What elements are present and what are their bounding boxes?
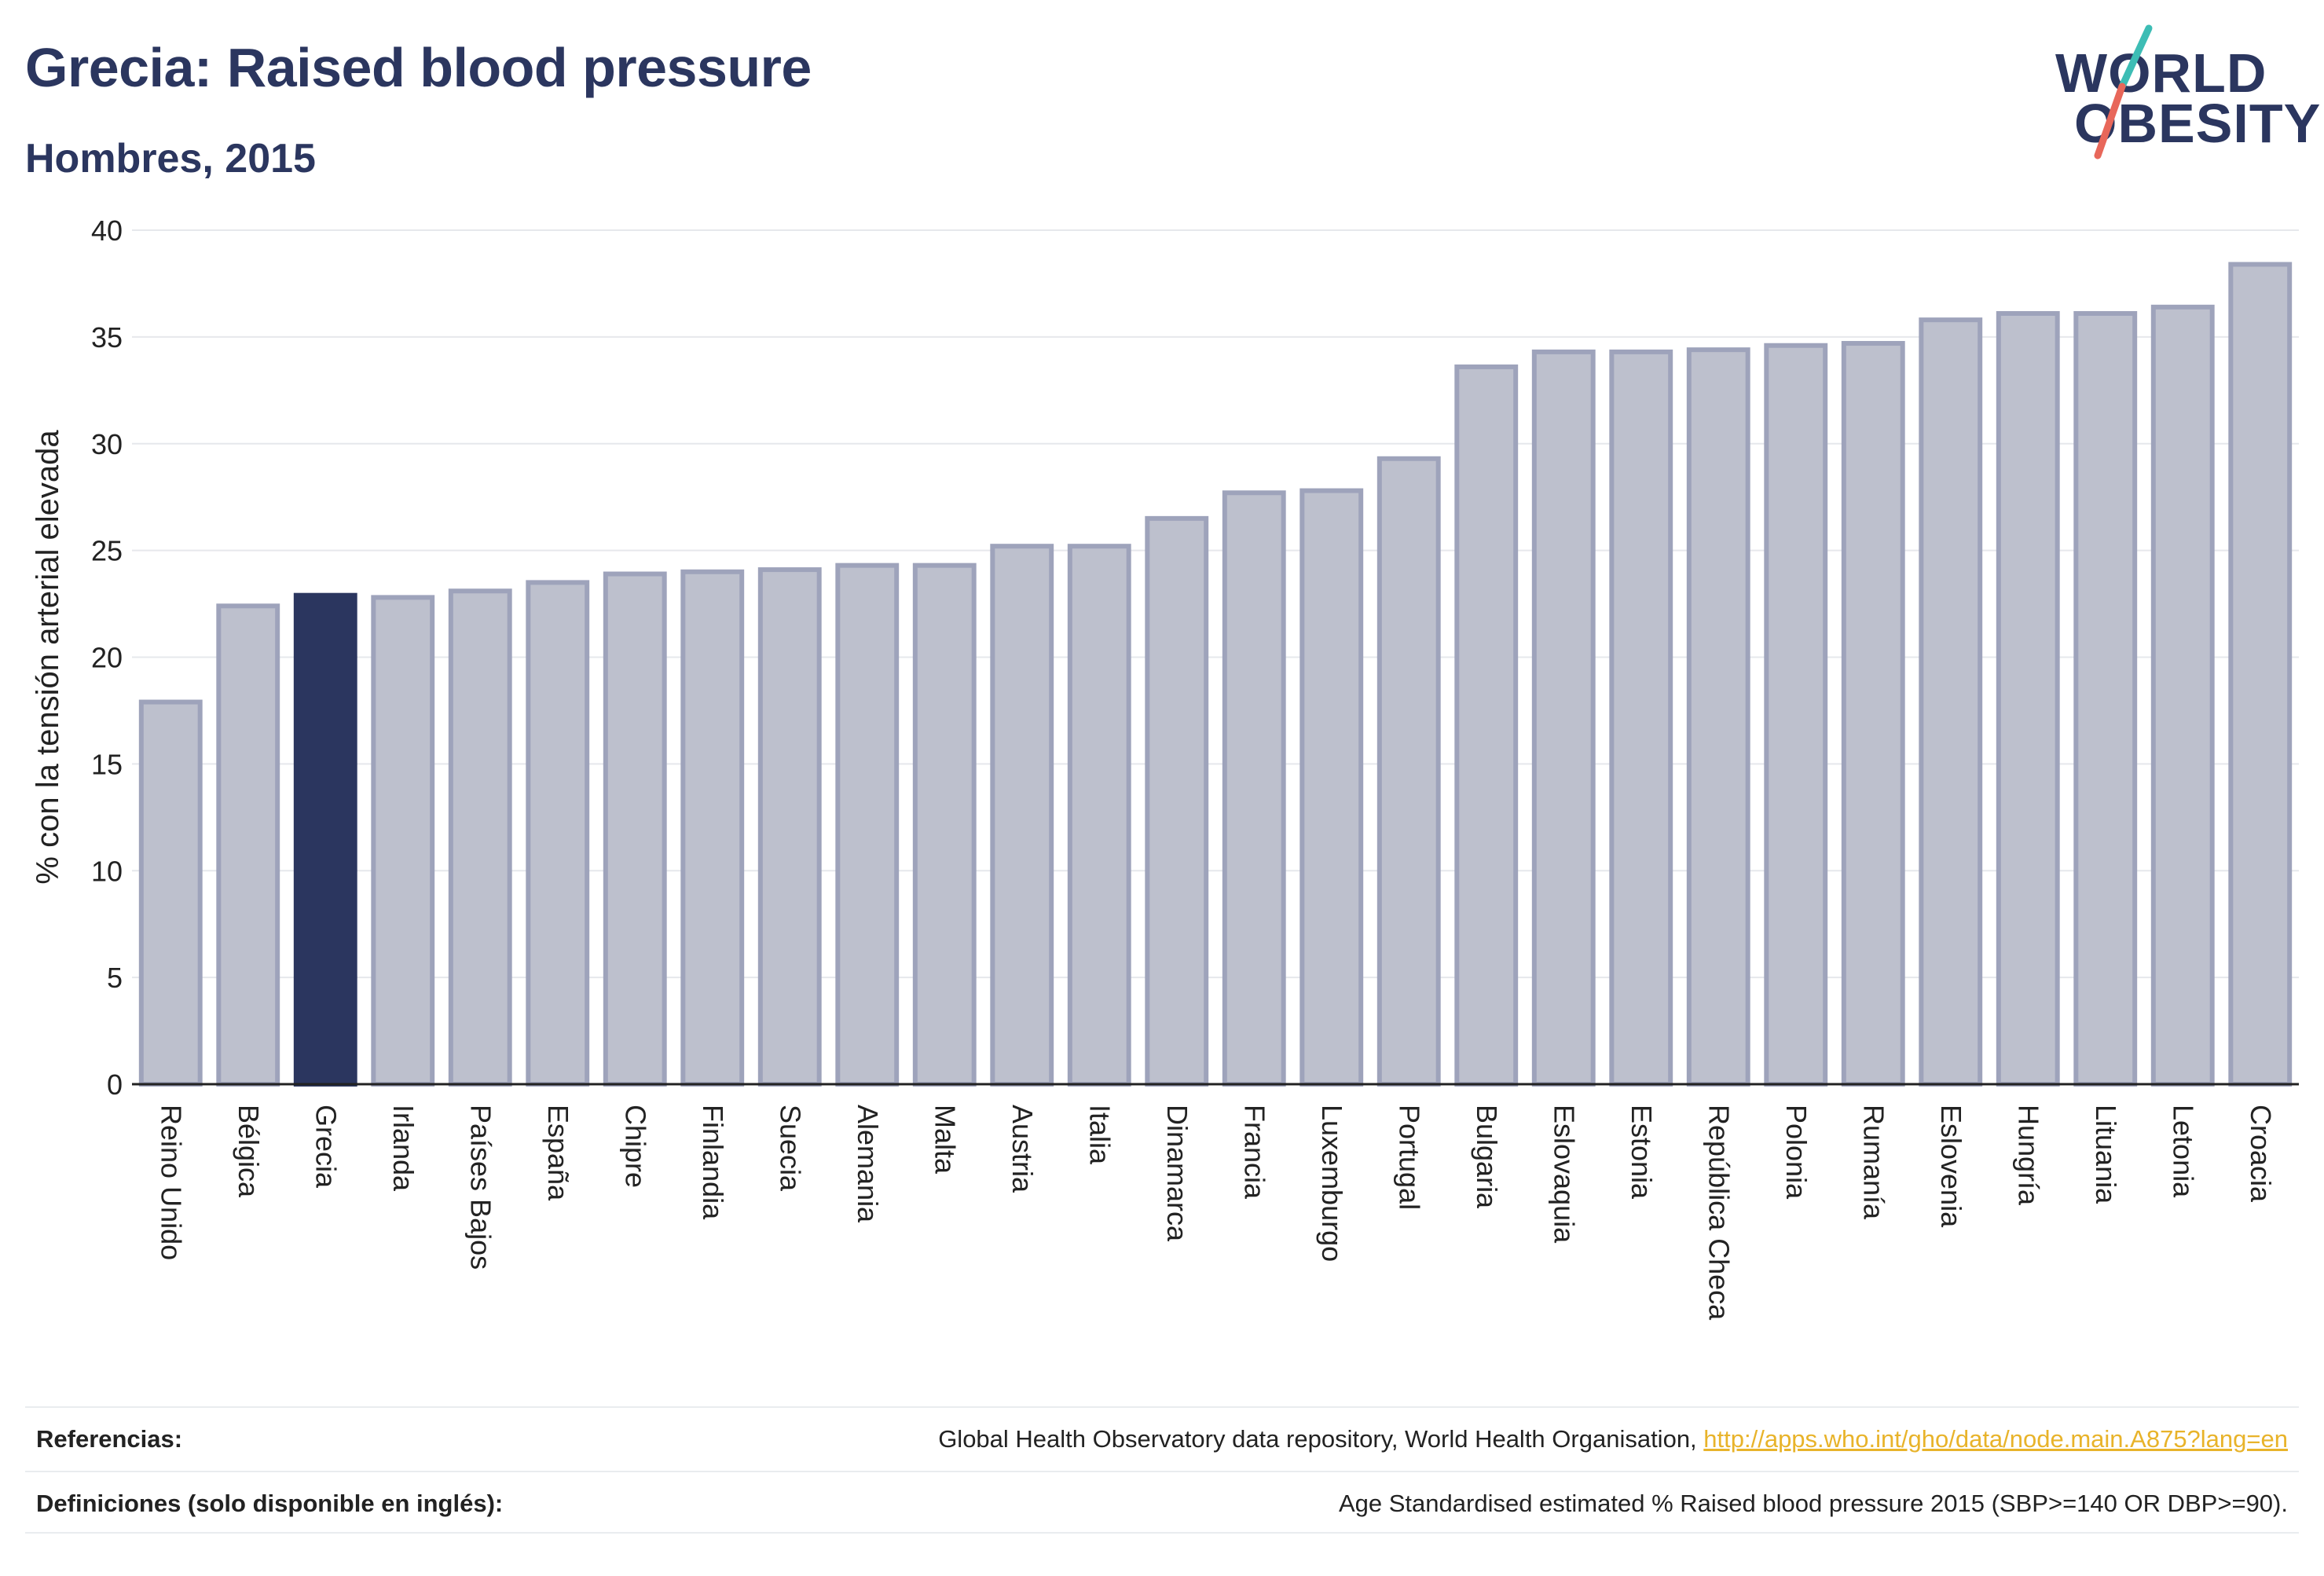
bar-polonia[interactable] — [1764, 343, 1828, 1087]
x-tick-label: Bulgaria — [1471, 1105, 1503, 1209]
y-tick-label: 35 — [91, 321, 123, 354]
bar-francia[interactable] — [1222, 490, 1286, 1087]
footer-divider — [25, 1532, 2299, 1534]
references-link[interactable]: http://apps.who.int/gho/data/node.main.A… — [1703, 1425, 2288, 1453]
bar-bélgica[interactable] — [216, 603, 280, 1087]
bar-alemania[interactable] — [835, 563, 900, 1087]
bar-finlandia[interactable] — [680, 569, 745, 1087]
x-tick-label: Finlandia — [697, 1105, 729, 1220]
chart-subtitle: Hombres, 2015 — [25, 136, 316, 181]
definitions-row: Definiciones (solo disponible en inglés)… — [25, 1471, 2299, 1535]
y-tick-label: 5 — [107, 962, 123, 994]
bar-luxemburgo[interactable] — [1299, 488, 1364, 1087]
x-tick-label: Eslovaquia — [1548, 1105, 1580, 1244]
bar-españa[interactable] — [526, 580, 590, 1087]
bar-rumanía[interactable] — [1841, 341, 1905, 1087]
x-tick-label: Luxemburgo — [1316, 1105, 1348, 1262]
bar-grecia[interactable] — [293, 592, 357, 1087]
x-tick-label: Austria — [1006, 1105, 1039, 1193]
bar-irlanda[interactable] — [371, 595, 435, 1087]
x-tick-label: Bélgica — [233, 1105, 265, 1198]
bar-austria[interactable] — [990, 544, 1054, 1087]
x-tick-label: Dinamarca — [1161, 1105, 1193, 1242]
y-tick-label: 0 — [107, 1068, 123, 1101]
bar-chart: 0 5 10 15 20 25 30 35 40 Reino Unido Bélgica Greci… — [31, 214, 2299, 1321]
bar-italia[interactable] — [1067, 544, 1131, 1087]
x-tick-label: Alemania — [852, 1105, 884, 1223]
bar-estonia[interactable] — [1609, 349, 1673, 1087]
references-row: Referencias: Global Health Observatory d… — [25, 1406, 2299, 1471]
y-tick-label: 25 — [91, 535, 123, 567]
x-tick-label: Suecia — [774, 1105, 806, 1192]
bar-letonia[interactable] — [2150, 304, 2215, 1087]
y-tick-label: 20 — [91, 642, 123, 674]
y-axis-label: % con la tensión arterial elevada — [31, 430, 65, 885]
y-tick-labels: 0 5 10 15 20 25 30 35 40 — [91, 214, 123, 1101]
references-value: Global Health Observatory data repositor… — [938, 1425, 2299, 1453]
x-tick-label: Chipre — [619, 1105, 651, 1188]
references-label: Referencias: — [36, 1425, 183, 1453]
x-tick-label: Grecia — [310, 1105, 342, 1189]
bar-croacia[interactable] — [2228, 262, 2293, 1087]
bar-portugal[interactable] — [1376, 456, 1441, 1087]
x-tick-label: Lituania — [2090, 1105, 2122, 1204]
x-tick-label: Reino Unido — [155, 1105, 187, 1260]
x-tick-label: República Checa — [1703, 1105, 1735, 1321]
x-tick-label: Letonia — [2167, 1105, 2199, 1198]
definitions-label: Definiciones (solo disponible en inglés)… — [36, 1490, 504, 1517]
x-tick-label: Croacia — [2245, 1105, 2277, 1203]
x-tick-label: Italia — [1083, 1105, 1116, 1165]
definitions-text: Age Standardised estimated % Raised bloo… — [1338, 1490, 2288, 1517]
bar-malta[interactable] — [912, 563, 977, 1087]
references-text: Global Health Observatory data repositor… — [938, 1425, 1704, 1453]
x-tick-label: Países Bajos — [464, 1105, 497, 1270]
logo-line1: WORLD — [2055, 42, 2267, 104]
x-tick-label: Hungría — [2012, 1105, 2044, 1206]
x-tick-label: España — [542, 1105, 574, 1201]
bars — [138, 262, 2293, 1087]
bar-hungría[interactable] — [1996, 310, 2060, 1087]
bar-países-bajos[interactable] — [448, 588, 512, 1087]
y-tick-label: 10 — [91, 855, 123, 887]
x-tick-label: Francia — [1238, 1105, 1270, 1200]
x-tick-label: Rumanía — [1857, 1105, 1890, 1220]
y-tick-label: 40 — [91, 214, 123, 247]
x-tick-label: Estonia — [1626, 1105, 1658, 1200]
world-obesity-logo: WORLD OBESITY — [2043, 24, 2320, 165]
bar-bulgaria[interactable] — [1454, 364, 1519, 1087]
bar-república-checa[interactable] — [1686, 347, 1750, 1087]
logo-slash-icon — [2094, 24, 2153, 159]
x-tick-label: Malta — [929, 1105, 961, 1175]
x-tick-label: Polonia — [1780, 1105, 1813, 1200]
bar-lituania[interactable] — [2073, 310, 2138, 1087]
chart-title: Grecia: Raised blood pressure — [25, 37, 812, 98]
bar-suecia[interactable] — [757, 567, 822, 1087]
bar-chipre[interactable] — [603, 571, 667, 1087]
x-tick-label: Irlanda — [387, 1105, 420, 1192]
x-tick-label: Eslovenia — [1935, 1105, 1967, 1228]
bar-dinamarca[interactable] — [1145, 515, 1209, 1087]
bar-reino-unido[interactable] — [138, 699, 203, 1087]
x-tick-labels: Reino Unido Bélgica Grecia Irlanda Países Ba… — [155, 1105, 2277, 1321]
bar-eslovaquia[interactable] — [1531, 349, 1596, 1087]
x-tick-label: Portugal — [1393, 1105, 1425, 1210]
bar-eslovenia[interactable] — [1919, 317, 1983, 1087]
y-tick-label: 30 — [91, 428, 123, 460]
y-tick-label: 15 — [91, 748, 123, 780]
